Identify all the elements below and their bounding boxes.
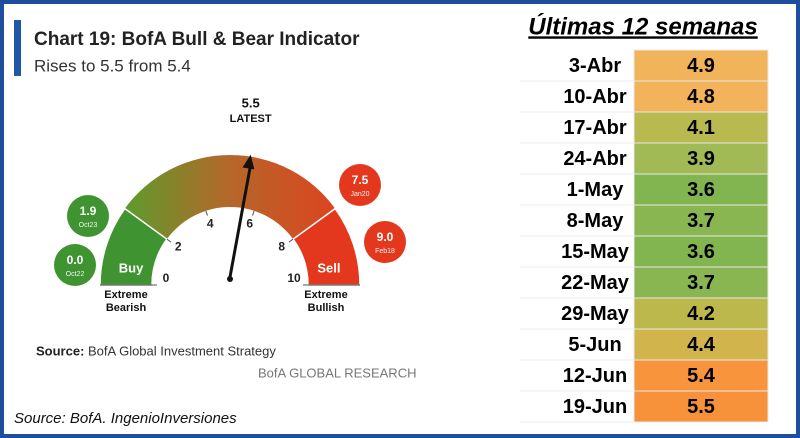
row-date: 24-Abr [563, 148, 627, 170]
value-cell [633, 49, 769, 82]
tick-label: 10 [287, 271, 301, 285]
brand: BofA GLOBAL RESEARCH [258, 365, 416, 380]
row-value: 3.6 [687, 179, 715, 201]
row-date: 10-Abr [563, 86, 627, 108]
row-date: 1-May [567, 179, 625, 201]
marker-bubble [364, 221, 406, 263]
tick-mark [166, 238, 172, 243]
marker-value: 0.0 [67, 253, 84, 267]
marker-value: 1.9 [80, 204, 97, 218]
marker-value: 7.5 [352, 173, 369, 187]
title-bar [14, 20, 21, 76]
row-date: 17-Abr [563, 117, 627, 139]
value-cell [633, 80, 769, 113]
end-label: Bearish [106, 302, 147, 314]
end-label: Bullish [308, 302, 345, 314]
value-cell [633, 328, 769, 361]
chart-title: Chart 19: BofA Bull & Bear Indicator [34, 29, 360, 50]
row-date: 15-May [561, 241, 630, 263]
row-value: 4.1 [687, 117, 715, 139]
row-date: 3-Abr [569, 55, 621, 77]
marker-value: 9.0 [377, 230, 394, 244]
row-date: 19-Jun [563, 396, 627, 418]
end-label: Extreme [304, 289, 347, 301]
row-date: 22-May [561, 272, 630, 294]
tick-mark [205, 210, 208, 216]
row-value: 5.4 [687, 365, 716, 387]
chart-subtitle: Rises to 5.5 from 5.4 [34, 56, 191, 75]
row-value: 4.4 [687, 334, 716, 356]
row-date: 5-Jun [568, 334, 621, 356]
marker-bubble [339, 164, 381, 206]
row-date: 12-Jun [563, 365, 627, 387]
value-cell [633, 111, 769, 144]
source-text: BofA Global Investment Strategy [88, 343, 276, 358]
gauge-zone [99, 207, 168, 286]
marker-date: Oct22 [66, 271, 85, 278]
value-caption: LATEST [230, 113, 272, 125]
tick-label: 6 [246, 216, 253, 230]
end-label: Extreme [104, 289, 147, 301]
zone-label: Buy [119, 260, 144, 275]
marker-date: Feb18 [375, 248, 395, 255]
table-title: Últimas 12 semanas [528, 12, 757, 40]
zone-label: Sell [317, 260, 340, 275]
value-cell [633, 142, 769, 175]
row-value: 4.9 [687, 55, 715, 77]
needle-hub [227, 276, 233, 282]
value-cell [633, 390, 769, 423]
row-date: 8-May [567, 210, 625, 232]
table: 3-Abr 4.9 10-Abr 4.8 17-Abr 4.1 24-Abr 3.9 1-May… [520, 49, 769, 423]
tick-label: 4 [207, 216, 214, 230]
gauge-middle [124, 155, 336, 240]
row-value: 5.5 [687, 396, 715, 418]
tick-mark [288, 238, 294, 243]
row-value: 3.9 [687, 148, 715, 170]
marker-bubble [67, 195, 109, 237]
row-value: 4.8 [687, 86, 715, 108]
needle-head [242, 154, 255, 170]
tick-label: 2 [175, 240, 182, 254]
tick-mark [252, 210, 255, 216]
marker-date: Oct23 [79, 222, 98, 229]
footer: Source: BofA. IngenioInversiones [14, 410, 237, 427]
value-cell [633, 297, 769, 330]
needle [228, 164, 253, 278]
source-label: Source: [36, 343, 84, 358]
tick-label: 0 [163, 271, 170, 285]
value-cell [633, 359, 769, 392]
marker-bubble [54, 244, 96, 286]
row-value: 4.2 [687, 303, 715, 325]
row-value: 3.7 [687, 272, 715, 294]
tick-label: 8 [278, 240, 285, 254]
row-value: 3.7 [687, 210, 715, 232]
row-value: 3.6 [687, 241, 715, 263]
value-label: 5.5 [242, 95, 260, 110]
marker-date: Jan20 [350, 191, 369, 198]
row-date: 29-May [561, 303, 630, 325]
